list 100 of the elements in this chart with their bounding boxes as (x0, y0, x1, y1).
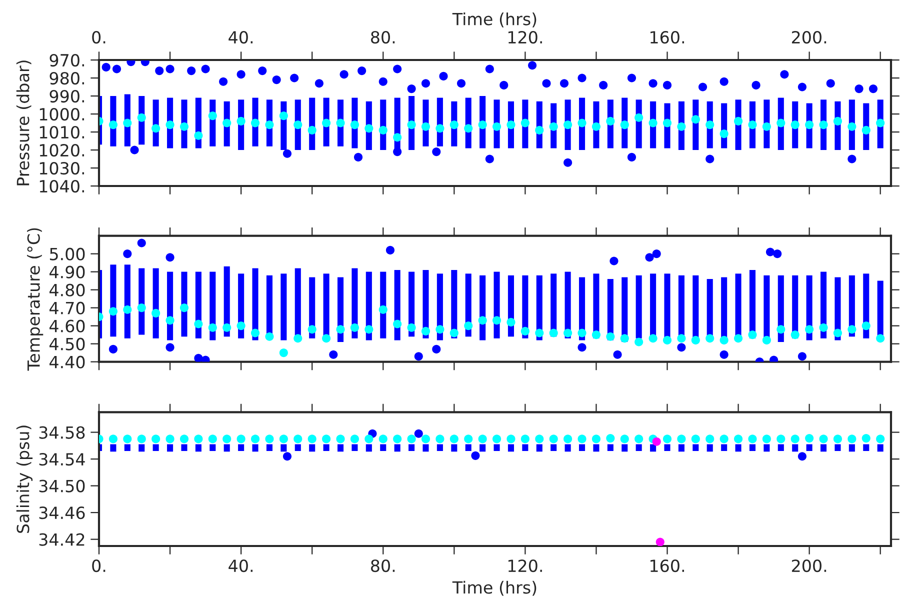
point (542, 79, 551, 88)
x2-tick-label: 40. (228, 30, 253, 44)
point (155, 66, 164, 76)
point (364, 434, 374, 444)
point (152, 124, 160, 133)
point (393, 320, 402, 328)
point (222, 323, 232, 332)
point (450, 120, 458, 130)
point (166, 343, 174, 352)
point (819, 434, 828, 444)
point (436, 325, 444, 334)
point (862, 434, 870, 443)
bar (692, 275, 699, 338)
x-axis-title: Time (hrs) (452, 580, 536, 596)
point (706, 154, 714, 164)
point (500, 80, 508, 90)
point (606, 434, 615, 443)
point (378, 305, 388, 314)
point (652, 437, 661, 446)
point (102, 62, 110, 72)
x-tick-label: 120. (508, 559, 542, 572)
point (407, 84, 416, 94)
point (805, 325, 814, 334)
point (152, 434, 160, 444)
point (564, 158, 572, 167)
point (734, 116, 743, 126)
point (560, 79, 569, 88)
point (108, 434, 118, 444)
point (848, 154, 856, 164)
y-tick-label: 4.70 (50, 302, 85, 314)
point (819, 323, 828, 332)
point (137, 304, 146, 312)
point (414, 352, 423, 361)
point (485, 64, 494, 74)
y-tick-label: 1020. (40, 144, 84, 157)
point (773, 250, 782, 258)
x-tick-label: 200. (792, 559, 826, 572)
point (634, 113, 644, 122)
point (478, 316, 487, 325)
point (706, 434, 714, 444)
y-tick-label: 990. (50, 90, 84, 103)
y-tick-label: 1030. (40, 162, 84, 175)
x2-tick-label: 120. (508, 30, 542, 44)
y-tick-label: 980. (50, 72, 84, 85)
point (294, 434, 302, 444)
point (748, 330, 757, 340)
point (677, 122, 686, 131)
point (393, 64, 402, 74)
point (166, 316, 174, 325)
point (108, 307, 118, 316)
point (549, 328, 558, 338)
point (219, 77, 228, 86)
point (123, 305, 132, 314)
x2-tick-label: 0. (92, 30, 106, 44)
point (662, 118, 672, 128)
y-tick-label: 34.46 (39, 506, 85, 520)
point (610, 256, 618, 266)
y-tick-label: 1010. (40, 126, 84, 139)
point (734, 434, 743, 444)
point (790, 120, 800, 130)
point (506, 434, 516, 444)
x-tick-label: 40. (228, 559, 253, 572)
bar (636, 275, 642, 338)
y-tick-label: 1000. (40, 108, 84, 121)
point (485, 154, 494, 164)
point (734, 334, 743, 343)
point (592, 122, 600, 131)
point (322, 434, 331, 444)
point (620, 334, 629, 343)
point (848, 325, 856, 334)
point (876, 334, 885, 343)
point (848, 122, 856, 131)
y-tick-label: 34.58 (39, 426, 85, 439)
point (627, 74, 636, 82)
y-tick-label: 34.54 (39, 452, 85, 466)
point (613, 350, 622, 359)
point (648, 118, 658, 128)
y-axis-title: Temperature (°C) (27, 228, 44, 371)
point (691, 115, 700, 124)
point (421, 79, 430, 88)
point (340, 70, 348, 79)
point (187, 66, 196, 76)
point (520, 118, 530, 128)
y-tick-label: 4.90 (50, 266, 85, 278)
point (645, 253, 654, 262)
point (578, 118, 586, 128)
point (350, 323, 359, 332)
point (407, 323, 416, 332)
point (819, 120, 828, 130)
point (606, 116, 615, 126)
point (336, 325, 345, 334)
point (752, 80, 760, 90)
point (414, 429, 423, 438)
point (833, 116, 842, 126)
point (290, 74, 299, 82)
point (720, 77, 728, 86)
y-tick-label: 1040. (40, 180, 84, 193)
point (308, 325, 316, 334)
point (578, 434, 586, 444)
point (112, 64, 122, 74)
